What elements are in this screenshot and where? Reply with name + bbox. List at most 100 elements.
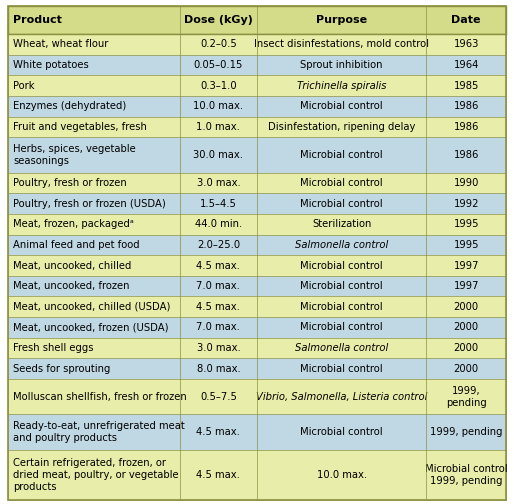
Text: Sterilization: Sterilization: [312, 219, 371, 229]
Bar: [8, 234, 506, 255]
Text: Enzymes (dehydrated): Enzymes (dehydrated): [13, 101, 126, 111]
Text: 1986: 1986: [453, 101, 479, 111]
Text: White potatoes: White potatoes: [13, 60, 89, 70]
Text: 3.0 max.: 3.0 max.: [196, 343, 240, 353]
Text: Meat, frozen, packagedᵃ: Meat, frozen, packagedᵃ: [13, 219, 134, 229]
Text: Fresh shell eggs: Fresh shell eggs: [13, 343, 94, 353]
Bar: [8, 338, 506, 358]
Text: 4.5 max.: 4.5 max.: [196, 302, 241, 312]
Text: Dose (kGy): Dose (kGy): [184, 15, 253, 25]
Text: 0.5–7.5: 0.5–7.5: [200, 392, 237, 402]
Bar: [8, 6, 506, 34]
Text: 2000: 2000: [453, 343, 479, 353]
Bar: [8, 193, 506, 214]
Text: Meat, uncooked, frozen: Meat, uncooked, frozen: [13, 281, 130, 291]
Text: Microbial control: Microbial control: [300, 427, 383, 437]
Bar: [8, 34, 506, 54]
Text: 0.05–0.15: 0.05–0.15: [194, 60, 243, 70]
Text: 1995: 1995: [453, 240, 479, 250]
Text: Certain refrigerated, frozen, or
dried meat, poultry, or vegetable
products: Certain refrigerated, frozen, or dried m…: [13, 458, 179, 491]
Bar: [8, 54, 506, 75]
Text: Seeds for sprouting: Seeds for sprouting: [13, 364, 111, 374]
Text: Poultry, fresh or frozen (USDA): Poultry, fresh or frozen (USDA): [13, 199, 166, 209]
Text: Vibrio, Salmonella, Listeria control: Vibrio, Salmonella, Listeria control: [256, 392, 427, 402]
Text: Microbial control: Microbial control: [300, 261, 383, 271]
Text: Ready-to-eat, unrefrigerated meat
and poultry products: Ready-to-eat, unrefrigerated meat and po…: [13, 421, 185, 443]
Text: Sprout inhibition: Sprout inhibition: [300, 60, 383, 70]
Text: Microbial control: Microbial control: [300, 199, 383, 209]
Text: 7.0 max.: 7.0 max.: [196, 281, 241, 291]
Text: Microbial control
1999, pending: Microbial control 1999, pending: [425, 464, 507, 486]
Text: Microbial control: Microbial control: [300, 281, 383, 291]
Bar: [8, 173, 506, 193]
Text: 0.3–1.0: 0.3–1.0: [200, 81, 237, 91]
Bar: [8, 358, 506, 379]
Text: 1963: 1963: [453, 39, 479, 49]
Text: Poultry, fresh or frozen: Poultry, fresh or frozen: [13, 178, 127, 188]
Text: Meat, uncooked, chilled (USDA): Meat, uncooked, chilled (USDA): [13, 302, 170, 312]
Bar: [8, 379, 506, 414]
Text: Microbial control: Microbial control: [300, 150, 383, 160]
Text: 2000: 2000: [453, 323, 479, 333]
Text: Animal feed and pet food: Animal feed and pet food: [13, 240, 140, 250]
Bar: [8, 116, 506, 137]
Text: Salmonella control: Salmonella control: [295, 240, 388, 250]
Bar: [8, 296, 506, 317]
Bar: [8, 450, 506, 500]
Text: 2.0–25.0: 2.0–25.0: [197, 240, 240, 250]
Text: 44.0 min.: 44.0 min.: [195, 219, 242, 229]
Text: 1986: 1986: [453, 150, 479, 160]
Text: Insect disinfestations, mold control: Insect disinfestations, mold control: [254, 39, 429, 49]
Text: 1995: 1995: [453, 219, 479, 229]
Text: 7.0 max.: 7.0 max.: [196, 323, 241, 333]
Text: Salmonella control: Salmonella control: [295, 343, 388, 353]
Text: 1992: 1992: [453, 199, 479, 209]
Text: 1985: 1985: [453, 81, 479, 91]
Text: 30.0 max.: 30.0 max.: [193, 150, 244, 160]
Text: Meat, uncooked, frozen (USDA): Meat, uncooked, frozen (USDA): [13, 323, 169, 333]
Text: 4.5 max.: 4.5 max.: [196, 427, 241, 437]
Text: 2000: 2000: [453, 364, 479, 374]
Text: Product: Product: [13, 15, 62, 25]
Text: 1999, pending: 1999, pending: [430, 427, 502, 437]
Text: Date: Date: [451, 15, 481, 25]
Text: 1997: 1997: [453, 261, 479, 271]
Text: 1986: 1986: [453, 122, 479, 132]
Text: 1964: 1964: [453, 60, 479, 70]
Text: 4.5 max.: 4.5 max.: [196, 261, 241, 271]
Text: 8.0 max.: 8.0 max.: [196, 364, 240, 374]
Bar: [8, 96, 506, 116]
Bar: [8, 414, 506, 450]
Text: 1997: 1997: [453, 281, 479, 291]
Text: 2000: 2000: [453, 302, 479, 312]
Text: 1990: 1990: [453, 178, 479, 188]
Text: Pork: Pork: [13, 81, 34, 91]
Text: Fruit and vegetables, fresh: Fruit and vegetables, fresh: [13, 122, 147, 132]
Bar: [8, 276, 506, 296]
Bar: [8, 317, 506, 338]
Text: 3.0 max.: 3.0 max.: [196, 178, 240, 188]
Text: 10.0 max.: 10.0 max.: [193, 101, 244, 111]
Text: Microbial control: Microbial control: [300, 178, 383, 188]
Bar: [8, 255, 506, 276]
Text: Microbial control: Microbial control: [300, 364, 383, 374]
Text: Microbial control: Microbial control: [300, 302, 383, 312]
Text: Wheat, wheat flour: Wheat, wheat flour: [13, 39, 108, 49]
Text: 1.5–4.5: 1.5–4.5: [200, 199, 237, 209]
Text: 1.0 max.: 1.0 max.: [196, 122, 241, 132]
Text: Purpose: Purpose: [316, 15, 367, 25]
Text: 10.0 max.: 10.0 max.: [317, 470, 366, 480]
Text: 0.2–0.5: 0.2–0.5: [200, 39, 237, 49]
Text: 1999,
pending: 1999, pending: [446, 386, 487, 408]
Text: 4.5 max.: 4.5 max.: [196, 470, 241, 480]
Bar: [8, 214, 506, 234]
Text: Meat, uncooked, chilled: Meat, uncooked, chilled: [13, 261, 132, 271]
Text: Disinfestation, ripening delay: Disinfestation, ripening delay: [268, 122, 415, 132]
Text: Trichinella spiralis: Trichinella spiralis: [297, 81, 387, 91]
Text: Molluscan shellfish, fresh or frozen: Molluscan shellfish, fresh or frozen: [13, 392, 187, 402]
Bar: [8, 75, 506, 96]
Text: Microbial control: Microbial control: [300, 323, 383, 333]
Bar: [8, 137, 506, 173]
Text: Microbial control: Microbial control: [300, 101, 383, 111]
Text: Herbs, spices, vegetable
seasonings: Herbs, spices, vegetable seasonings: [13, 144, 136, 166]
